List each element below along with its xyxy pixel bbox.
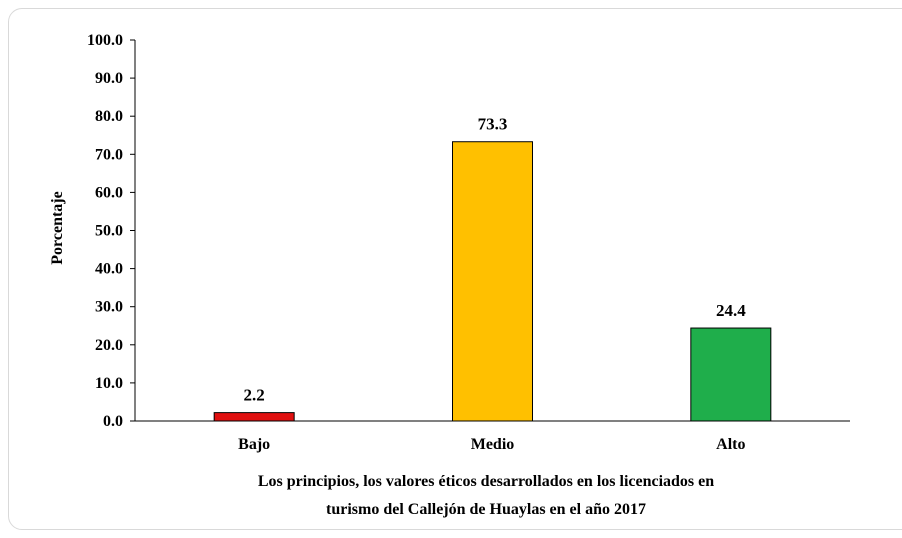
y-tick-label: 80.0	[95, 108, 123, 125]
data-label-bajo: 2.2	[244, 386, 265, 405]
category-label-medio: Medio	[471, 436, 515, 453]
y-tick-label: 40.0	[95, 261, 123, 278]
y-tick-label: 70.0	[95, 146, 123, 163]
data-labels: 2.2 73.3 24.4	[244, 115, 747, 405]
y-axis-ticks: 0.0 10.0 20.0 30.0 40.0 50.0 60.0 70.0 80.0 90.0 1…	[87, 32, 135, 430]
y-tick-label: 0.0	[103, 413, 123, 430]
category-label-bajo: Bajo	[238, 436, 270, 453]
category-labels: Bajo Medio Alto	[238, 436, 745, 453]
y-tick-label: 100.0	[87, 32, 123, 49]
bars	[213, 141, 772, 422]
data-label-alto: 24.4	[716, 301, 746, 320]
y-tick-label: 60.0	[95, 184, 123, 201]
x-axis-title-line-2: turismo del Callejón de Huaylas en el añ…	[326, 501, 646, 518]
y-tick-label: 20.0	[95, 337, 123, 354]
y-tick-label: 30.0	[95, 299, 123, 316]
y-tick-label: 50.0	[95, 223, 123, 240]
bar-alto	[690, 327, 772, 422]
category-label-alto: Alto	[716, 436, 745, 453]
bar-bajo	[213, 412, 295, 422]
data-label-medio: 73.3	[478, 115, 508, 134]
y-tick-label: 10.0	[95, 375, 123, 392]
y-tick-label: 90.0	[95, 70, 123, 87]
x-axis-title-line-1: Los principios, los valores éticos desar…	[258, 473, 714, 490]
y-axis-title: Porcentaje	[49, 191, 66, 264]
bar-medio	[452, 141, 533, 422]
